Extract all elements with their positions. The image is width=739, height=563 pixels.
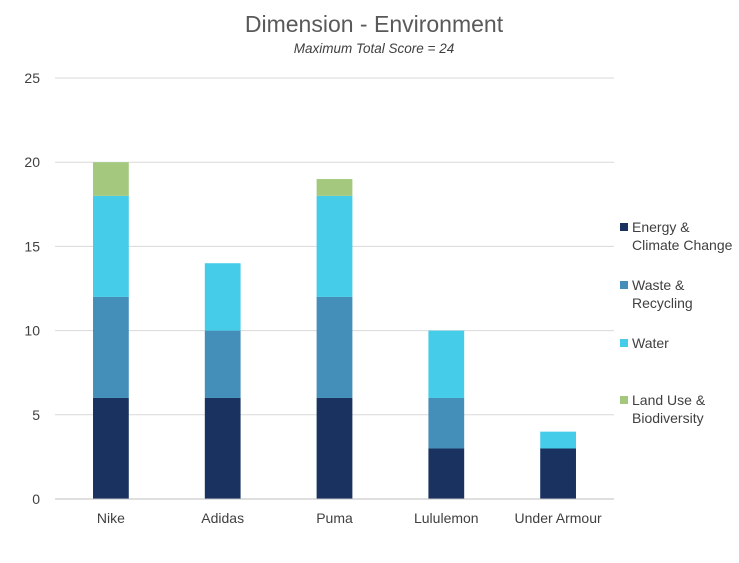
y-tick-label: 20 xyxy=(24,154,40,170)
legend-item: Land Use & Biodiversity xyxy=(620,392,706,426)
bar-segment xyxy=(93,296,129,398)
x-tick-label: Lululemon xyxy=(414,510,479,526)
bar-segment xyxy=(93,195,129,297)
bar-segment xyxy=(93,162,129,196)
chart-title: Dimension - Environment xyxy=(245,11,504,37)
bar-segment xyxy=(316,397,353,499)
x-axis: Nike Adidas Puma Lululemon Under Armour xyxy=(55,498,614,526)
x-tick-label: Adidas xyxy=(201,510,244,526)
bar-segment xyxy=(316,179,353,196)
legend-label: Climate Change xyxy=(632,237,733,253)
bar-segment xyxy=(93,397,129,499)
legend-item: Water xyxy=(620,335,669,351)
bar-segment xyxy=(204,397,241,499)
bar-segment xyxy=(540,431,576,449)
bar-segment xyxy=(540,448,576,499)
legend-label: Land Use & xyxy=(632,392,706,408)
legend-swatch xyxy=(620,339,628,347)
legend-swatch xyxy=(620,223,628,231)
x-tick-label: Puma xyxy=(316,510,353,526)
y-tick-label: 15 xyxy=(24,238,40,254)
y-tick-label: 0 xyxy=(32,491,40,507)
bar-segment xyxy=(428,330,465,398)
legend-label: Water xyxy=(632,335,669,351)
legend-label: Waste & xyxy=(632,277,685,293)
bar-segment xyxy=(204,263,241,331)
legend-item: Energy & Climate Change xyxy=(620,219,733,253)
legend-label: Energy & xyxy=(632,219,690,235)
legend-label: Recycling xyxy=(632,295,693,311)
y-tick-label: 10 xyxy=(24,323,40,339)
chart-subtitle: Maximum Total Score = 24 xyxy=(294,41,454,56)
y-tick-label: 5 xyxy=(32,407,40,423)
x-tick-label: Nike xyxy=(97,510,125,526)
bar-segment xyxy=(428,397,465,449)
bars xyxy=(93,162,576,499)
bar-segment xyxy=(204,330,241,398)
legend-swatch xyxy=(620,396,628,404)
bar-segment xyxy=(428,448,465,499)
bar-segment xyxy=(316,195,353,297)
legend-item: Waste & Recycling xyxy=(620,277,693,311)
y-tick-label: 25 xyxy=(24,70,40,86)
legend-label: Biodiversity xyxy=(632,410,704,426)
legend-swatch xyxy=(620,281,628,289)
x-tick-label: Under Armour xyxy=(515,510,602,526)
y-axis: 0 5 10 15 20 25 xyxy=(24,70,40,507)
bar-segment xyxy=(316,296,353,398)
